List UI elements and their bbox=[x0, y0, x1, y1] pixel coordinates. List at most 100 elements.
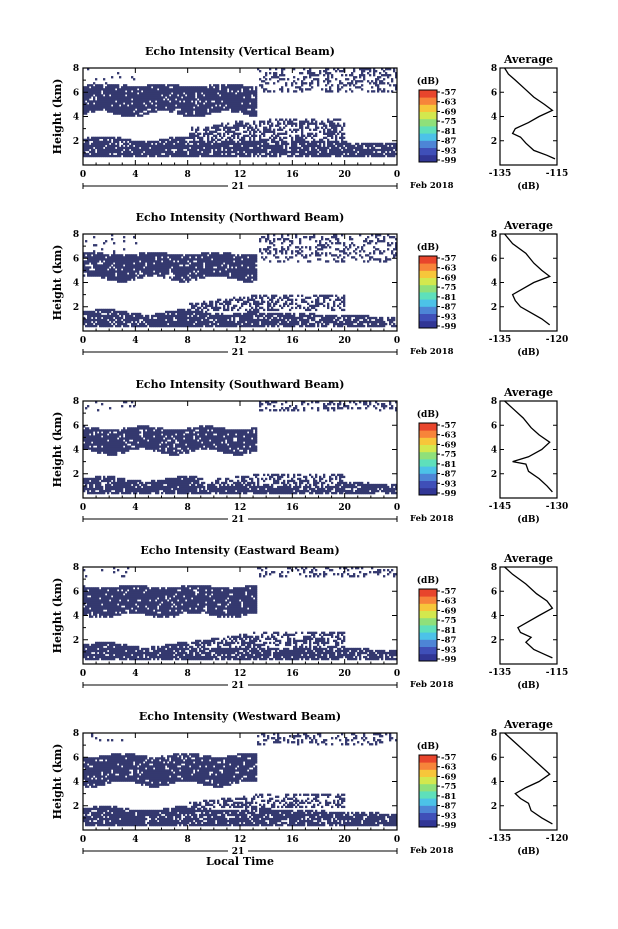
echo-cell bbox=[171, 140, 174, 144]
echo-cell bbox=[255, 94, 258, 97]
echo-cell bbox=[391, 142, 394, 146]
echo-cell bbox=[295, 128, 298, 131]
echo-cell bbox=[151, 260, 154, 263]
echo-cell bbox=[203, 148, 206, 152]
colorbar-segment bbox=[419, 90, 437, 98]
echo-cell bbox=[219, 322, 222, 326]
echo-cell bbox=[233, 106, 236, 109]
echo-cell bbox=[207, 274, 210, 277]
echo-cell bbox=[127, 138, 130, 142]
echo-cell bbox=[209, 100, 212, 103]
echo-cell bbox=[225, 300, 228, 304]
echo-cell bbox=[253, 132, 256, 135]
echo-cell bbox=[133, 146, 136, 150]
echo-cell bbox=[231, 138, 234, 142]
echo-cell bbox=[309, 128, 312, 131]
echo-cell bbox=[99, 318, 102, 322]
echo-cell bbox=[241, 94, 244, 97]
echo-cell bbox=[95, 142, 98, 146]
echo-cell bbox=[305, 154, 308, 158]
echo-cell bbox=[211, 254, 214, 257]
echo-cell bbox=[281, 234, 284, 237]
echo-cell bbox=[387, 150, 390, 154]
echo-cell bbox=[135, 270, 138, 273]
echo-cell bbox=[235, 272, 238, 275]
echo-cell bbox=[129, 318, 132, 322]
echo-cell bbox=[121, 106, 124, 109]
echo-cell bbox=[243, 138, 246, 142]
echo-cell bbox=[163, 318, 166, 322]
echo-cell bbox=[329, 80, 332, 83]
echo-cell bbox=[163, 148, 166, 152]
echo-cell bbox=[97, 138, 100, 142]
echo-cell bbox=[157, 252, 160, 255]
echo-cell bbox=[115, 262, 118, 265]
echo-cell bbox=[155, 144, 158, 148]
echo-cell bbox=[241, 100, 244, 103]
echo-cell bbox=[167, 320, 170, 324]
echo-cell bbox=[295, 134, 298, 138]
echo-cell bbox=[145, 268, 148, 271]
echo-cell bbox=[101, 108, 104, 111]
echo-cell bbox=[249, 142, 252, 146]
echo-cell bbox=[285, 312, 288, 316]
echo-cell bbox=[281, 148, 284, 152]
echo-cell bbox=[305, 88, 308, 91]
echo-cell bbox=[255, 126, 258, 129]
echo-cell bbox=[243, 94, 246, 97]
echo-cell bbox=[101, 268, 104, 271]
echo-cell bbox=[215, 154, 218, 158]
echo-cell bbox=[93, 260, 96, 263]
echo-cell bbox=[141, 146, 144, 150]
echo-cell bbox=[313, 148, 316, 152]
echo-cell bbox=[181, 110, 184, 113]
echo-cell bbox=[253, 310, 256, 314]
echo-cell bbox=[137, 318, 140, 322]
echo-cell bbox=[359, 68, 362, 71]
echo-cell bbox=[155, 324, 158, 328]
echo-cell bbox=[209, 148, 212, 152]
echo-cell bbox=[269, 146, 272, 150]
echo-cell bbox=[245, 280, 248, 283]
echo-cell bbox=[219, 268, 222, 271]
echo-cell bbox=[251, 100, 254, 103]
echo-cell bbox=[201, 324, 204, 328]
echo-cell bbox=[203, 260, 206, 263]
echo-cell bbox=[85, 106, 88, 109]
echo-cell bbox=[143, 152, 146, 156]
echo-cell bbox=[353, 146, 356, 150]
echo-cell bbox=[145, 260, 148, 263]
echo-cell bbox=[191, 152, 194, 156]
echo-cell bbox=[101, 324, 104, 328]
echo-cell bbox=[227, 86, 230, 89]
echo-cell bbox=[229, 150, 232, 154]
echo-cell bbox=[255, 152, 258, 156]
echo-cell bbox=[235, 154, 238, 158]
echo-cell bbox=[85, 96, 88, 99]
echo-cell bbox=[217, 252, 220, 255]
echo-cell bbox=[195, 146, 198, 150]
echo-cell bbox=[293, 324, 296, 328]
echo-cell bbox=[177, 268, 180, 271]
echo-cell bbox=[87, 106, 90, 109]
echo-cell bbox=[281, 142, 284, 146]
echo-cell bbox=[137, 152, 140, 156]
echo-cell bbox=[143, 108, 146, 111]
echo-cell bbox=[157, 320, 160, 324]
echo-cell bbox=[99, 150, 102, 154]
echo-cell bbox=[133, 100, 136, 103]
echo-cell bbox=[235, 124, 238, 127]
echo-cell bbox=[189, 104, 192, 107]
echo-cell bbox=[131, 270, 134, 273]
echo-cell bbox=[361, 84, 364, 87]
echo-cell bbox=[139, 324, 142, 328]
echo-cell bbox=[101, 270, 104, 273]
echo-cell bbox=[203, 132, 206, 135]
echo-cell bbox=[155, 98, 158, 101]
echo-cell bbox=[291, 256, 294, 259]
echo-cell bbox=[101, 248, 104, 251]
echo-cell bbox=[205, 146, 208, 150]
echo-cell bbox=[107, 144, 110, 148]
echo-cell bbox=[139, 276, 142, 279]
echo-cell bbox=[95, 272, 98, 275]
